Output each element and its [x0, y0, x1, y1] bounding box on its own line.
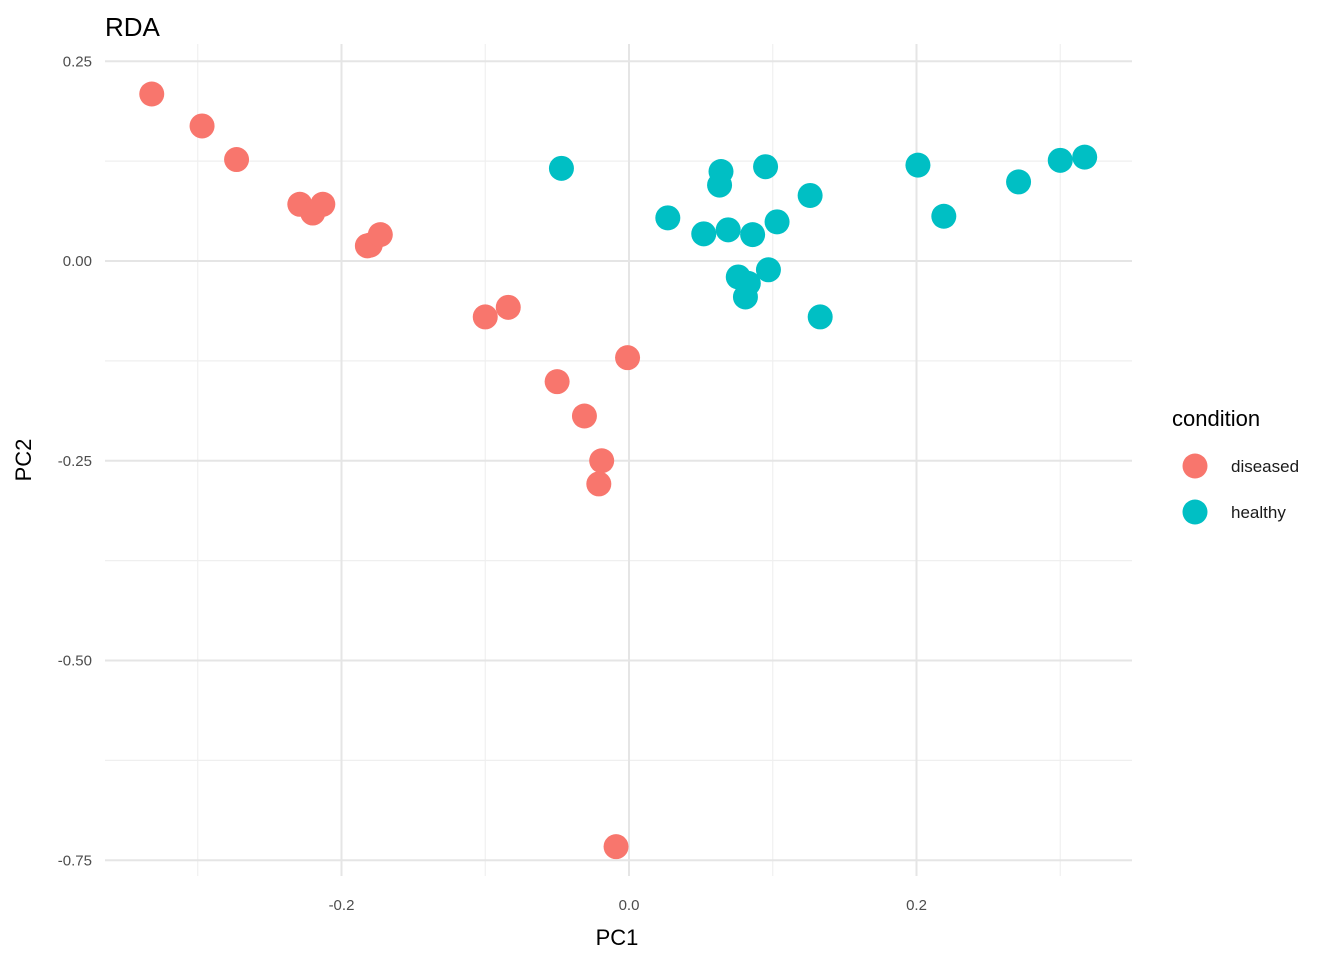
grid-lines	[105, 44, 1132, 876]
y-axis-title: PC2	[11, 439, 36, 482]
data-point-diseased	[544, 369, 570, 395]
y-tick-label: 0.00	[63, 253, 92, 270]
y-tick-label: -0.75	[58, 852, 92, 869]
x-axis-title: PC1	[596, 925, 639, 950]
plot-title: RDA	[105, 12, 161, 42]
data-point-healthy	[691, 221, 717, 247]
data-point-diseased	[310, 191, 336, 217]
data-point-diseased	[589, 448, 615, 474]
data-point-healthy	[707, 172, 733, 198]
y-tick-label: 0.25	[63, 53, 92, 70]
x-tick-label: 0.2	[906, 897, 927, 914]
data-point-healthy	[715, 217, 741, 243]
data-point-diseased	[586, 471, 612, 497]
legend-swatch-healthy	[1182, 499, 1208, 525]
legend: condition diseased healthy	[1172, 406, 1299, 525]
data-point-diseased	[367, 222, 393, 248]
x-tick-label: 0.0	[619, 897, 640, 914]
data-point-healthy	[755, 257, 781, 283]
data-point-diseased	[495, 294, 521, 320]
data-point-healthy	[548, 155, 574, 181]
data-point-healthy	[807, 304, 833, 330]
data-point-diseased	[615, 345, 641, 371]
legend-label-healthy: healthy	[1231, 503, 1286, 522]
legend-label-diseased: diseased	[1231, 457, 1299, 476]
data-point-healthy	[905, 152, 931, 178]
data-point-healthy	[797, 182, 823, 208]
data-point-healthy	[753, 154, 779, 180]
data-points	[139, 81, 1098, 860]
y-axis-ticks: 0.25 0.00 -0.25 -0.50 -0.75	[58, 53, 92, 869]
x-tick-label: -0.2	[329, 897, 355, 914]
data-point-diseased	[603, 834, 629, 860]
x-axis-ticks: -0.2 0.0 0.2	[329, 897, 927, 914]
data-point-diseased	[139, 81, 165, 107]
data-point-healthy	[740, 222, 766, 248]
data-point-healthy	[931, 203, 957, 229]
data-point-diseased	[472, 304, 498, 330]
data-point-healthy	[1006, 169, 1032, 195]
data-point-diseased	[571, 403, 597, 429]
legend-items: diseased healthy	[1182, 453, 1299, 525]
legend-title: condition	[1172, 406, 1260, 431]
data-point-healthy	[655, 205, 681, 231]
legend-swatch-diseased	[1182, 453, 1208, 479]
data-point-diseased	[189, 113, 215, 139]
series-healthy	[548, 144, 1098, 330]
y-tick-label: -0.25	[58, 453, 92, 470]
series-diseased	[139, 81, 641, 860]
data-point-healthy	[732, 284, 758, 310]
data-point-healthy	[764, 209, 790, 235]
y-tick-label: -0.50	[58, 653, 92, 670]
data-point-diseased	[224, 147, 250, 173]
data-point-healthy	[1047, 147, 1073, 173]
data-point-healthy	[1072, 144, 1098, 170]
